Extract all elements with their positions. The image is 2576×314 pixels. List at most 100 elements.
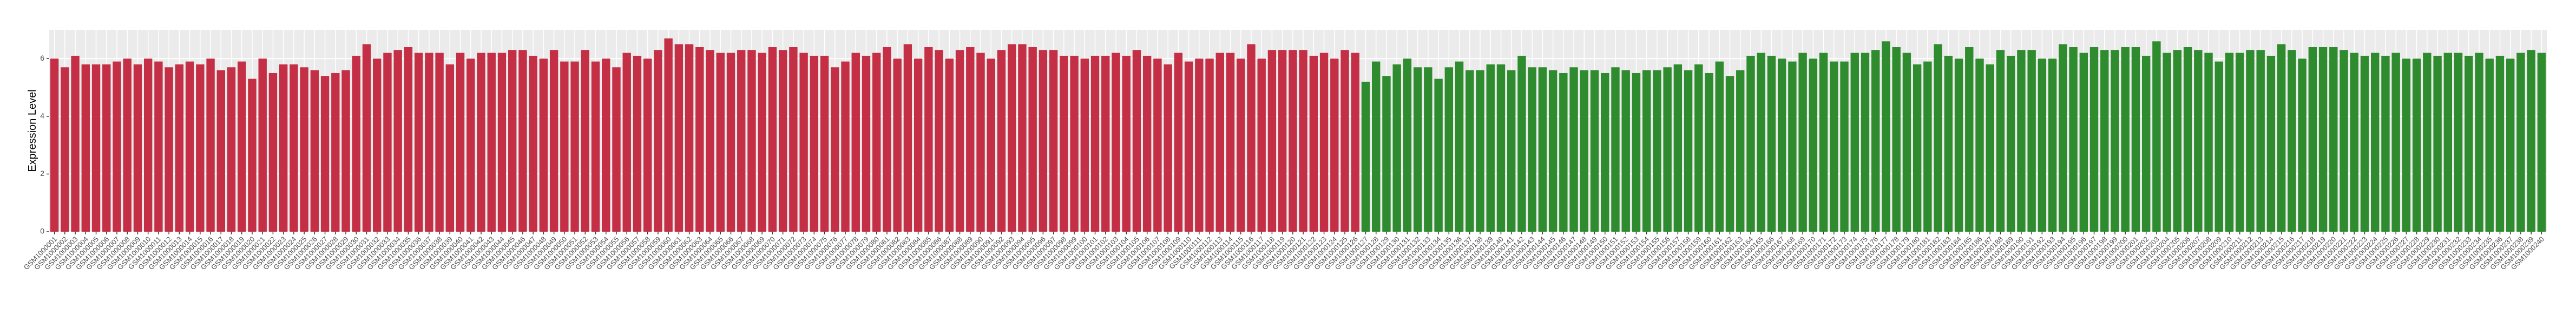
bar (2423, 53, 2432, 232)
bar (1819, 53, 1828, 232)
bar (529, 55, 537, 232)
bar (290, 64, 298, 232)
bar (1330, 58, 1339, 232)
bar (1372, 61, 1381, 232)
bar (1777, 58, 1786, 232)
bar (2329, 47, 2338, 232)
bar (435, 53, 444, 232)
bar (1382, 76, 1391, 232)
bar (1340, 50, 1349, 232)
bar (2443, 53, 2453, 232)
bar (716, 53, 725, 232)
bar (2433, 55, 2442, 232)
bar (758, 53, 766, 232)
bar (91, 64, 101, 232)
bar (1653, 70, 1661, 232)
bar (2381, 55, 2390, 232)
bar (1455, 61, 1464, 232)
bar (2059, 44, 2067, 232)
bar (1153, 58, 1162, 232)
bar (893, 58, 902, 232)
bar (2298, 58, 2306, 232)
bar (1663, 67, 1672, 232)
bar (1590, 70, 1599, 232)
bar (2308, 47, 2317, 232)
bar (1621, 70, 1630, 232)
bar (706, 50, 714, 232)
bar (549, 50, 558, 232)
bar (1809, 58, 1818, 232)
bar (310, 70, 319, 232)
bar (1247, 44, 1256, 232)
bar (227, 67, 236, 232)
bar (831, 67, 839, 232)
bar (1954, 58, 1963, 232)
bar (2485, 58, 2494, 232)
bar (2288, 50, 2296, 232)
bar (2527, 50, 2535, 232)
bar (633, 55, 642, 232)
bar (976, 53, 985, 232)
bar (1070, 55, 1079, 232)
y-tick-label: 6 (40, 54, 44, 62)
bar (726, 53, 735, 232)
bar (2204, 53, 2213, 232)
bar (1517, 55, 1526, 232)
bar (2194, 50, 2203, 232)
bar (1424, 67, 1432, 232)
bar (841, 61, 850, 232)
bar (248, 78, 257, 232)
bar (612, 67, 621, 232)
bar (1132, 50, 1141, 232)
bar (2152, 41, 2161, 232)
bar (924, 47, 933, 232)
bar (2465, 55, 2473, 232)
bar (300, 67, 308, 232)
bar (143, 58, 153, 232)
bar (258, 58, 267, 232)
bar (102, 64, 111, 232)
bar (1361, 81, 1370, 232)
bar (1226, 53, 1235, 232)
bar (508, 50, 517, 232)
bar (872, 53, 881, 232)
bar (1507, 70, 1516, 232)
bar (2506, 58, 2515, 232)
bar (185, 61, 194, 232)
bar (2069, 47, 2078, 232)
bar (1267, 50, 1277, 232)
bar (1923, 61, 1932, 232)
bar (1528, 67, 1536, 232)
bar (2007, 55, 2015, 232)
bar (2537, 53, 2546, 232)
bar (1788, 61, 1797, 232)
bar (1049, 50, 1058, 232)
bar (997, 50, 1006, 232)
bar (1164, 64, 1172, 232)
bar (425, 53, 433, 232)
bar (2454, 53, 2463, 232)
bar (1694, 64, 1703, 232)
bar (1039, 50, 1048, 232)
bar (1705, 73, 1713, 232)
bar (1122, 55, 1131, 232)
bar (643, 58, 652, 232)
y-tick-label: 0 (40, 227, 44, 236)
bar (2038, 58, 2047, 232)
bar (987, 58, 995, 232)
bar (1174, 53, 1183, 232)
bar (206, 58, 215, 232)
bar (393, 50, 402, 232)
bar (320, 76, 330, 232)
bar (1580, 70, 1588, 232)
bar (1466, 70, 1474, 232)
bar (1018, 44, 1027, 232)
bar (1965, 47, 1974, 232)
bar (1205, 58, 1214, 232)
bar (352, 55, 360, 232)
bar (362, 44, 371, 232)
bar (2318, 47, 2328, 232)
bar (1413, 67, 1422, 232)
bar (2017, 50, 2026, 232)
bar (1871, 50, 1880, 232)
